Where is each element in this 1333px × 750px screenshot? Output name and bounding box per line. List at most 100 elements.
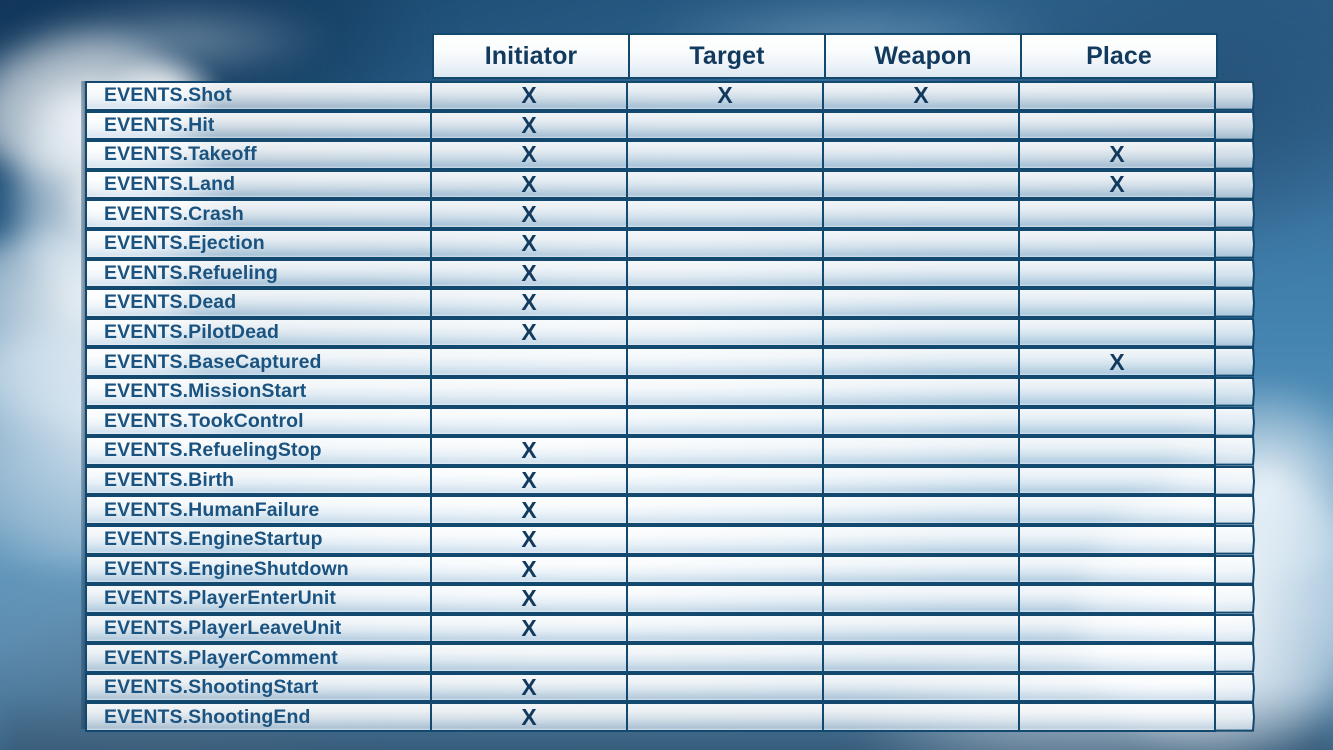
matrix-cell-target bbox=[626, 258, 824, 289]
event-name-cell: EVENTS.Ejection bbox=[85, 228, 432, 259]
matrix-cell-target bbox=[626, 406, 824, 437]
matrix-cell-target bbox=[626, 613, 824, 644]
matrix-cell-weapon bbox=[822, 199, 1020, 229]
row-arrow-tip-icon bbox=[1214, 81, 1255, 111]
table-row: EVENTS.PlayerComment bbox=[0, 643, 1255, 673]
matrix-cell-initiator: X bbox=[430, 465, 628, 496]
event-name-cell: EVENTS.Shot bbox=[85, 81, 432, 111]
matrix-cell-target bbox=[626, 169, 824, 200]
table-row: EVENTS.ShootingStart X bbox=[0, 672, 1255, 703]
event-name-cell: EVENTS.Land bbox=[85, 169, 432, 200]
matrix-cell-weapon bbox=[822, 376, 1020, 407]
row-arrow-tip-icon bbox=[1214, 110, 1255, 141]
matrix-cell-place bbox=[1018, 495, 1216, 525]
matrix-cell-weapon bbox=[822, 169, 1020, 200]
column-header-weapon: Weapon bbox=[824, 33, 1022, 79]
column-header-place: Place bbox=[1020, 33, 1218, 79]
matrix-cell-target bbox=[626, 672, 824, 703]
table-row: EVENTS.Shot X X X bbox=[0, 81, 1255, 111]
matrix-cell-target bbox=[626, 643, 824, 673]
event-name-cell: EVENTS.EngineStartup bbox=[85, 524, 432, 555]
matrix-cell-place bbox=[1018, 406, 1216, 437]
row-arrow-tip-icon bbox=[1214, 376, 1255, 407]
event-name-cell: EVENTS.HumanFailure bbox=[85, 495, 432, 525]
matrix-cell-place bbox=[1018, 524, 1216, 555]
matrix-cell-weapon bbox=[822, 347, 1020, 377]
row-arrow-tip-icon bbox=[1214, 524, 1255, 555]
matrix-cell-initiator: X bbox=[430, 584, 628, 614]
row-arrow-tip-icon bbox=[1214, 613, 1255, 644]
table-body: EVENTS.Shot X X X EVENTS.Hit X EVENTS.Takeoff X… bbox=[0, 81, 1255, 733]
matrix-cell-initiator: X bbox=[430, 228, 628, 259]
matrix-cell-target bbox=[626, 524, 824, 555]
row-arrow-tip-icon bbox=[1214, 495, 1255, 525]
matrix-cell-target bbox=[626, 288, 824, 318]
table-row: EVENTS.PilotDead X bbox=[0, 317, 1255, 348]
matrix-cell-initiator: X bbox=[430, 288, 628, 318]
event-name-cell: EVENTS.Dead bbox=[85, 288, 432, 318]
row-arrow-tip-icon bbox=[1214, 584, 1255, 614]
table-row: EVENTS.EngineShutdown X bbox=[0, 554, 1255, 585]
matrix-cell-weapon bbox=[822, 258, 1020, 289]
row-arrow-tip-icon bbox=[1214, 169, 1255, 200]
matrix-cell-weapon: X bbox=[822, 81, 1020, 111]
matrix-cell-weapon bbox=[822, 702, 1020, 733]
matrix-cell-weapon bbox=[822, 584, 1020, 614]
table-row: EVENTS.Refueling X bbox=[0, 258, 1255, 289]
table-row: EVENTS.PlayerLeaveUnit X bbox=[0, 613, 1255, 644]
matrix-cell-place bbox=[1018, 613, 1216, 644]
matrix-cell-weapon bbox=[822, 524, 1020, 555]
matrix-cell-place bbox=[1018, 258, 1216, 289]
matrix-cell-target bbox=[626, 584, 824, 614]
matrix-cell-place bbox=[1018, 288, 1216, 318]
matrix-cell-initiator bbox=[430, 376, 628, 407]
matrix-cell-place: X bbox=[1018, 347, 1216, 377]
matrix-cell-target bbox=[626, 110, 824, 141]
matrix-cell-place bbox=[1018, 228, 1216, 259]
row-arrow-tip-icon bbox=[1214, 702, 1255, 733]
matrix-cell-target bbox=[626, 376, 824, 407]
table-row: EVENTS.PlayerEnterUnit X bbox=[0, 584, 1255, 614]
matrix-cell-place bbox=[1018, 376, 1216, 407]
matrix-cell-weapon bbox=[822, 465, 1020, 496]
matrix-cell-weapon bbox=[822, 613, 1020, 644]
matrix-cell-target bbox=[626, 228, 824, 259]
matrix-cell-initiator: X bbox=[430, 495, 628, 525]
matrix-cell-initiator: X bbox=[430, 436, 628, 466]
event-name-cell: EVENTS.PlayerLeaveUnit bbox=[85, 613, 432, 644]
table-row: EVENTS.Land X X bbox=[0, 169, 1255, 200]
row-arrow-tip-icon bbox=[1214, 317, 1255, 348]
event-name-cell: EVENTS.Birth bbox=[85, 465, 432, 496]
event-name-cell: EVENTS.PlayerEnterUnit bbox=[85, 584, 432, 614]
row-arrow-tip-icon bbox=[1214, 643, 1255, 673]
matrix-cell-initiator: X bbox=[430, 613, 628, 644]
event-name-cell: EVENTS.EngineShutdown bbox=[85, 554, 432, 585]
matrix-cell-weapon bbox=[822, 495, 1020, 525]
matrix-cell-initiator bbox=[430, 347, 628, 377]
row-arrow-tip-icon bbox=[1214, 258, 1255, 289]
event-name-cell: EVENTS.Hit bbox=[85, 110, 432, 141]
matrix-cell-weapon bbox=[822, 317, 1020, 348]
matrix-cell-place bbox=[1018, 672, 1216, 703]
matrix-cell-initiator bbox=[430, 406, 628, 437]
matrix-cell-place bbox=[1018, 317, 1216, 348]
matrix-cell-place bbox=[1018, 436, 1216, 466]
matrix-cell-target bbox=[626, 317, 824, 348]
matrix-cell-place bbox=[1018, 199, 1216, 229]
row-arrow-tip-icon bbox=[1214, 347, 1255, 377]
matrix-cell-weapon bbox=[822, 110, 1020, 141]
matrix-cell-initiator: X bbox=[430, 702, 628, 733]
event-name-cell: EVENTS.MissionStart bbox=[85, 376, 432, 407]
event-name-cell: EVENTS.PlayerComment bbox=[85, 643, 432, 673]
table-row: EVENTS.MissionStart bbox=[0, 376, 1255, 407]
table-header-row: Initiator Target Weapon Place bbox=[432, 33, 1218, 79]
event-name-cell: EVENTS.TookControl bbox=[85, 406, 432, 437]
matrix-cell-place bbox=[1018, 81, 1216, 111]
event-name-cell: EVENTS.RefuelingStop bbox=[85, 436, 432, 466]
matrix-cell-initiator: X bbox=[430, 140, 628, 170]
table-row: EVENTS.RefuelingStop X bbox=[0, 436, 1255, 466]
row-arrow-tip-icon bbox=[1214, 554, 1255, 585]
column-header-initiator: Initiator bbox=[432, 33, 630, 79]
row-arrow-tip-icon bbox=[1214, 465, 1255, 496]
